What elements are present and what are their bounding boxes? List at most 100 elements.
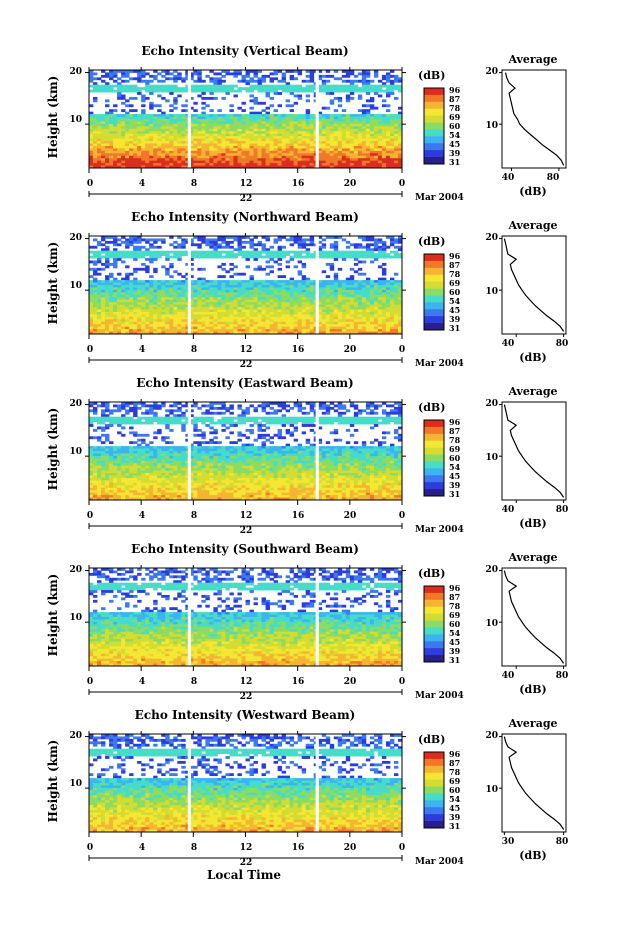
heatmap-cell <box>393 302 399 305</box>
heatmap-cell <box>241 77 246 81</box>
heatmap-cell <box>173 148 178 152</box>
heatmap-cell <box>237 79 242 83</box>
heatmap-cell <box>197 314 202 318</box>
heatmap-cell <box>153 280 158 283</box>
heatmap-cell <box>181 275 186 279</box>
heatmap-cell <box>321 79 327 83</box>
heatmap-cell <box>381 248 387 252</box>
heatmap-cell <box>117 150 122 154</box>
colorbar-swatch <box>424 274 444 279</box>
heatmap-cell <box>109 136 114 139</box>
heatmap-cell <box>289 104 295 108</box>
heatmap-cell <box>233 316 238 320</box>
heatmap-cell <box>341 109 347 113</box>
heatmap-cell <box>365 245 371 249</box>
heatmap-cell <box>105 468 110 471</box>
heatmap-cell <box>393 250 399 254</box>
heatmap-cell <box>181 243 186 247</box>
heatmap-cell <box>261 150 266 154</box>
heatmap-cell <box>341 316 347 320</box>
heatmap-cell <box>329 262 335 266</box>
heatmap-cell <box>397 131 403 135</box>
heatmap-cell <box>101 465 106 469</box>
heatmap-cell <box>165 299 170 303</box>
heatmap-cell <box>201 267 206 271</box>
heatmap-cell <box>393 319 399 323</box>
heatmap-cell <box>129 126 134 130</box>
heatmap-cell <box>169 77 174 81</box>
heatmap-cell <box>233 72 238 76</box>
heatmap-cell <box>173 285 178 288</box>
colorbar-swatch <box>424 257 444 262</box>
heatmap-cell <box>333 280 339 283</box>
heatmap-cell <box>265 163 270 166</box>
heatmap-cell <box>393 287 399 291</box>
heatmap-cell <box>273 143 278 147</box>
heatmap-cell <box>137 165 142 169</box>
heatmap-cell <box>377 158 383 162</box>
heatmap-cell <box>333 331 339 335</box>
heatmap-cell <box>281 153 287 157</box>
heatmap-cell <box>137 116 142 120</box>
panel-eastward: Echo Intensity (Eastward Beam) Height (k… <box>46 376 568 536</box>
heatmap-cell <box>273 141 278 144</box>
heatmap-cell <box>233 150 238 154</box>
heatmap-cell <box>245 294 250 298</box>
heatmap-cell <box>197 307 202 310</box>
heatmap-cell <box>269 258 274 261</box>
heatmap-cell <box>385 236 391 239</box>
heatmap-cell <box>341 148 347 152</box>
heatmap-cell <box>89 299 94 303</box>
heatmap-cell <box>157 126 162 130</box>
heatmap-cell <box>385 145 391 149</box>
heatmap-cell <box>185 319 190 323</box>
heatmap-cell <box>365 74 371 78</box>
heatmap-cell <box>197 158 202 162</box>
heatmap-cell <box>201 141 206 144</box>
heatmap-cell <box>105 487 110 491</box>
heatmap-cell <box>349 331 355 335</box>
heatmap-cell <box>385 329 391 332</box>
heatmap-cell <box>169 145 174 149</box>
average-profile-plot <box>499 69 567 171</box>
heatmap-cell <box>109 324 114 328</box>
heatmap-cell <box>305 79 311 83</box>
heatmap-cell <box>117 87 122 90</box>
heatmap-cell <box>377 253 383 256</box>
heatmap-cell <box>265 148 270 152</box>
heatmap-cell <box>369 289 375 293</box>
heatmap-cell <box>269 331 274 335</box>
heatmap-cell <box>105 460 110 464</box>
heatmap-cell <box>341 324 347 328</box>
colorbar-tick-label: 60 <box>449 287 461 297</box>
heatmap-cell <box>233 304 238 308</box>
heatmap-cell <box>285 287 291 291</box>
heatmap-cell <box>217 289 222 293</box>
heatmap-cell <box>253 282 258 286</box>
heatmap-cell <box>113 128 118 132</box>
heatmap-cell <box>109 280 114 283</box>
heatmap-cell <box>321 74 327 78</box>
heatmap-cell <box>173 153 178 157</box>
heatmap-cell <box>229 314 234 318</box>
heatmap-cell <box>257 77 262 81</box>
colorbar-tick-label: 87 <box>449 260 460 270</box>
colorbar-swatch <box>424 160 444 165</box>
heatmap-cell <box>101 497 106 501</box>
heatmap-cell <box>397 248 403 252</box>
heatmap-cell <box>333 109 339 113</box>
heatmap-cell <box>357 302 363 305</box>
heatmap-cell <box>297 243 303 247</box>
heatmap-cell <box>345 245 351 249</box>
heatmap-cell <box>293 292 299 296</box>
heatmap-cell <box>241 319 246 323</box>
heatmap-cell <box>377 307 383 310</box>
heatmap-cell <box>133 116 138 120</box>
heatmap-cell <box>341 319 347 323</box>
heatmap-cell <box>201 302 206 305</box>
heatmap-cell <box>261 153 266 157</box>
heatmap-cell <box>213 116 218 120</box>
heatmap-cell <box>329 119 335 122</box>
heatmap-cell <box>317 280 323 283</box>
heatmap-cell <box>181 131 186 135</box>
